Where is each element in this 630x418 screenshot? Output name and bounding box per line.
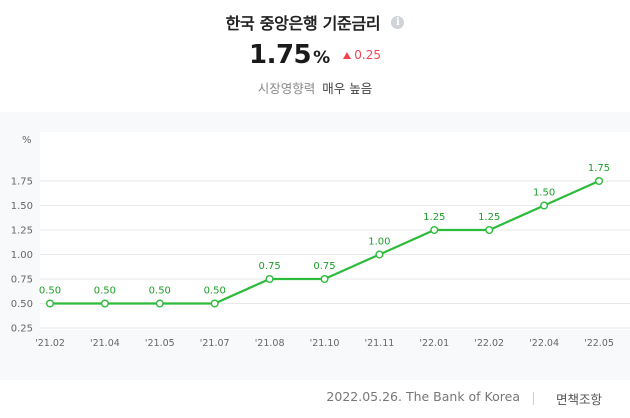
disclaimer-link[interactable]: 면책조항 — [555, 392, 602, 407]
x-tick-label: '21.08 — [255, 338, 285, 349]
y-tick-label: 1.25 — [11, 226, 33, 237]
info-icon[interactable]: i — [391, 15, 405, 29]
line-chart: % 0.25 0.50 0.75 1.00 1.25 1.50 1.75 '21.02 '21.0… — [11, 132, 630, 349]
data-point — [320, 274, 329, 283]
data-point — [375, 250, 384, 259]
x-tick-label: '21.11 — [364, 338, 394, 349]
triangle-up-icon — [343, 52, 352, 59]
x-tick-label: '22.05 — [584, 338, 614, 349]
data-point — [155, 299, 164, 308]
data-label: 0.75 — [313, 261, 335, 272]
data-point — [46, 299, 55, 308]
data-point — [485, 225, 494, 234]
rate-value-row: 1.75% 0.25 — [0, 40, 630, 70]
title-row: 한국 중앙은행 기준금리 i — [0, 10, 630, 34]
data-label: 0.50 — [39, 286, 61, 297]
market-impact: 시장영향력 매우 높음 — [0, 78, 630, 97]
y-tick-label: 0.50 — [11, 299, 33, 310]
data-label: 1.25 — [478, 212, 500, 223]
footer: 2022.05.26. The Bank of Korea 면책조항 — [0, 380, 630, 418]
data-point — [430, 225, 439, 234]
data-label: 0.75 — [258, 261, 280, 272]
rate-header: 한국 중앙은행 기준금리 i 1.75% 0.25 시장영향력 매우 높음 — [0, 0, 630, 112]
data-point — [100, 299, 109, 308]
x-tick-label: '21.04 — [90, 338, 120, 349]
source-text: 2022.05.26. The Bank of Korea — [326, 389, 520, 404]
y-tick-label: 1.50 — [11, 201, 33, 212]
data-label: 1.25 — [423, 212, 445, 223]
x-tick-label: '21.10 — [310, 338, 340, 349]
data-label: 0.50 — [94, 286, 116, 297]
x-tick-label: '22.04 — [529, 338, 559, 349]
x-tick-label: '22.01 — [419, 338, 449, 349]
data-label: 1.75 — [588, 163, 610, 174]
data-point — [210, 299, 219, 308]
data-point — [540, 201, 549, 210]
market-impact-value: 매우 높음 — [322, 81, 373, 96]
y-tick-label: 0.25 — [11, 324, 33, 335]
rate-change-value: 0.25 — [354, 48, 381, 62]
y-axis-unit: % — [22, 135, 32, 146]
rate-value: 1.75 — [248, 40, 312, 70]
x-tick-label: '21.02 — [35, 338, 65, 349]
rate-change: 0.25 — [343, 48, 381, 62]
x-tick-label: '21.05 — [145, 338, 175, 349]
page-title: 한국 중앙은행 기준금리 — [225, 14, 381, 33]
y-tick-label: 1.75 — [11, 177, 33, 188]
data-label: 1.00 — [368, 237, 390, 248]
data-point — [595, 176, 604, 185]
y-tick-label: 0.75 — [11, 275, 33, 286]
y-tick-label: 1.00 — [11, 250, 33, 261]
data-label: 0.50 — [149, 286, 171, 297]
rate-unit: % — [313, 48, 331, 68]
plot-background — [40, 132, 630, 330]
market-impact-label: 시장영향력 — [257, 81, 316, 96]
data-point — [265, 274, 274, 283]
data-label: 1.50 — [533, 188, 555, 199]
footer-divider — [533, 392, 534, 405]
x-tick-label: '21.07 — [200, 338, 230, 349]
x-tick-label: '22.02 — [474, 338, 504, 349]
data-label: 0.50 — [204, 286, 226, 297]
